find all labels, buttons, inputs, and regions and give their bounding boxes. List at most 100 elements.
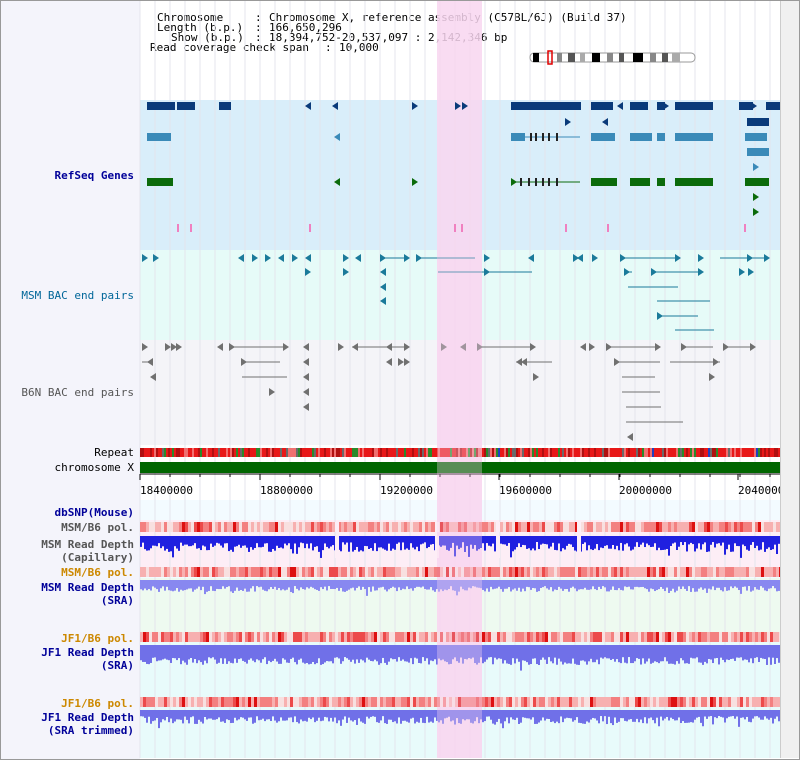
pol-cell	[404, 567, 407, 577]
repeat-segment	[646, 448, 648, 457]
depth-gap	[335, 536, 339, 558]
depth-bar	[374, 536, 376, 544]
pol-cell	[185, 697, 188, 707]
depth-bar	[270, 580, 272, 588]
track-label-repeat[interactable]: Repeat	[94, 446, 134, 459]
jf1-read-depth-trimmed-track[interactable]	[140, 710, 780, 729]
track-label-jf1-b6-pol[interactable]: JF1/B6 pol.	[61, 632, 134, 645]
pol-cell	[332, 697, 335, 707]
pol-cell	[194, 632, 197, 642]
depth-bar	[368, 710, 370, 719]
track-label-jf1-b6-pol-2[interactable]: JF1/B6 pol.	[61, 697, 134, 710]
depth-bar	[490, 536, 492, 547]
track-label-b6n-bac[interactable]: B6N BAC end pairs	[21, 386, 134, 399]
depth-bar	[488, 536, 490, 546]
depth-bar	[352, 710, 354, 722]
gene-block	[657, 133, 665, 141]
depth-bar	[488, 710, 490, 717]
repeat-segment	[496, 448, 498, 457]
pol-cell	[650, 522, 653, 532]
pol-cell	[212, 567, 215, 577]
jf1-b6-pol-track-2[interactable]	[140, 697, 782, 707]
feature-arrow	[441, 343, 447, 351]
track-label-msm-b6-pol[interactable]: MSM/B6 pol.	[61, 521, 134, 534]
depth-bar	[528, 580, 530, 588]
depth-bar	[152, 710, 154, 722]
depth-bar	[254, 580, 256, 592]
repeat-segment	[286, 448, 288, 457]
depth-bar	[758, 536, 760, 551]
b6n-bac-track[interactable]	[142, 343, 756, 441]
repeat-track[interactable]	[140, 448, 780, 457]
track-label-chromosome[interactable]: chromosome X	[54, 461, 134, 474]
pol-cell	[548, 697, 551, 707]
msm-b6-pol-track-2[interactable]	[140, 567, 782, 577]
pol-cell	[539, 567, 542, 577]
track-label-refseq-genes[interactable]: RefSeq Genes	[54, 169, 134, 182]
pol-cell	[218, 522, 221, 532]
depth-bar	[326, 580, 328, 591]
pol-cell	[311, 567, 314, 577]
pol-cell	[572, 632, 575, 642]
depth-bar	[188, 536, 190, 547]
depth-bar	[420, 580, 422, 588]
depth-bar	[492, 536, 494, 544]
repeat-segment	[404, 448, 406, 457]
jf1-b6-pol-track[interactable]	[140, 632, 782, 642]
track-label-jf1-read-depth-sra[interactable]: JF1 Read Depth (SRA)	[41, 646, 134, 672]
pol-cell	[218, 632, 221, 642]
pol-cell	[716, 567, 719, 577]
msm-read-depth-sra-track[interactable]	[140, 580, 780, 596]
track-label-msm-read-depth-capillary[interactable]: MSM Read Depth (Capillary)	[41, 538, 134, 564]
repeat-segment	[658, 448, 660, 457]
depth-bar	[582, 580, 584, 590]
depth-bar	[384, 536, 386, 550]
track-label-dbsnp[interactable]: dbSNP(Mouse)	[54, 506, 134, 519]
depth-bar	[562, 580, 564, 591]
pol-cell	[554, 632, 557, 642]
feature-arrow	[462, 102, 468, 110]
depth-bar	[238, 536, 240, 545]
msm-bac-track[interactable]	[142, 254, 770, 331]
pol-cell	[506, 697, 509, 707]
msm-b6-pol-track[interactable]	[140, 522, 782, 532]
depth-bar	[606, 710, 608, 725]
depth-bar	[516, 580, 518, 591]
pol-cell	[179, 697, 182, 707]
jf1-read-depth-sra-track[interactable]	[140, 645, 780, 671]
pol-cell	[287, 522, 290, 532]
pol-cell	[332, 567, 335, 577]
depth-bar	[386, 536, 388, 551]
depth-bar	[758, 580, 760, 590]
chromosome-ideogram[interactable]	[529, 50, 696, 65]
msm-read-depth-capillary-track[interactable]	[140, 536, 780, 558]
pol-cell	[332, 632, 335, 642]
depth-bar	[530, 536, 532, 551]
pol-cell	[557, 522, 560, 532]
repeat-segment	[738, 448, 740, 457]
pol-cell	[440, 522, 443, 532]
pol-cell	[605, 522, 608, 532]
track-label-msm-bac[interactable]: MSM BAC end pairs	[21, 289, 134, 302]
feature-arrow	[753, 163, 759, 171]
track-label-msm-read-depth-sra[interactable]: MSM Read Depth (SRA)	[41, 581, 134, 607]
pol-cell	[377, 567, 380, 577]
pol-cell	[167, 567, 170, 577]
track-label-msm-b6-pol-2[interactable]: MSM/B6 pol.	[61, 566, 134, 579]
coverage-info-sep: :	[325, 41, 332, 54]
pol-cell	[650, 632, 653, 642]
refseq-genes-track[interactable]	[147, 102, 780, 232]
track-label-jf1-read-depth-trimmed[interactable]: JF1 Read Depth (SRA trimmed)	[41, 711, 134, 737]
highlight-region[interactable]	[437, 0, 482, 758]
repeat-segment	[200, 448, 202, 457]
pol-cell	[575, 632, 578, 642]
pol-cell	[704, 522, 707, 532]
depth-bar	[274, 536, 276, 551]
vertical-scrollbar[interactable]	[780, 0, 800, 758]
pol-cell	[734, 632, 737, 642]
repeat-segment	[638, 448, 640, 457]
depth-bar	[414, 536, 416, 550]
pol-cell	[452, 522, 455, 532]
chromosome-bar[interactable]	[140, 462, 780, 473]
